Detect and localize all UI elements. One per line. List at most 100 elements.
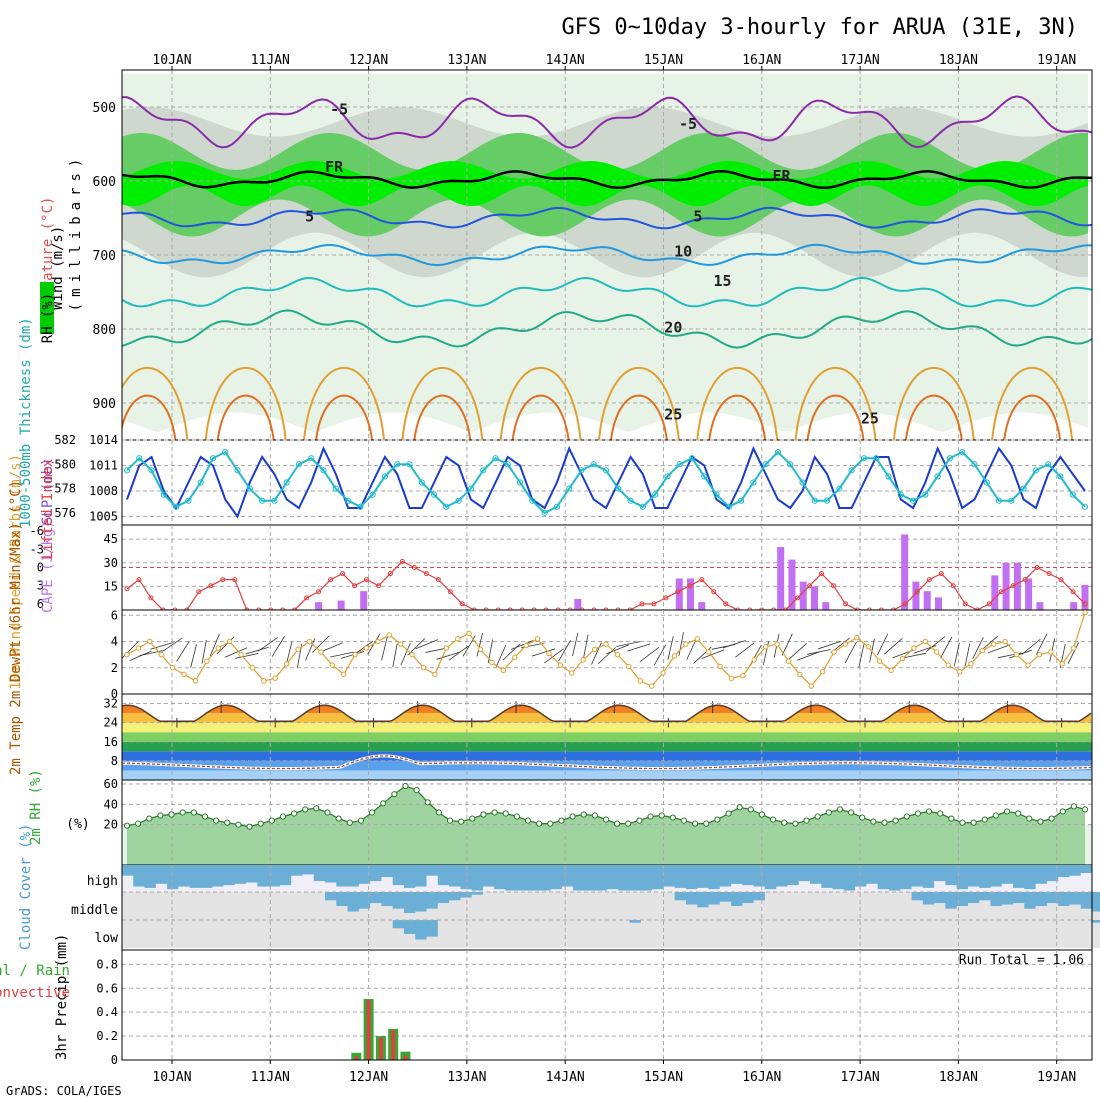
wind-speed-point [272,675,278,681]
cloud-gap [753,900,766,920]
rh-point [179,809,186,816]
cloud-gap [956,906,969,920]
isotherm-arch [696,366,779,440]
rh-point [480,811,487,818]
cloud-gap [200,887,213,892]
cloud-gap [257,892,270,920]
cloud-gap [212,886,225,892]
cloud-bar [392,865,405,886]
cloud-bar [956,892,969,906]
wind-barb [606,644,629,655]
cloud-bar [246,865,258,883]
cloud-gap [212,892,225,920]
cloud-bar [426,920,439,937]
cloud-gap [1013,887,1025,892]
cape-bar [574,598,582,610]
precip-tick-label: 0.6 [96,981,118,995]
top-date-label: 14JAN [546,53,585,68]
top-date-label: 13JAN [447,53,486,68]
rh-point [658,812,665,819]
rh-point [625,820,632,827]
cloud-bar [798,865,811,882]
wind-speed-point [352,651,358,658]
isotherm-arch-inner [511,394,570,440]
pressure-tick-label: 900 [93,397,116,412]
rh-point [669,814,676,821]
top-date-labels: 10JAN 11JAN 12JAN 13JAN 14JAN 15JAN 16JAN 17JAN… [152,53,1076,70]
thickness-point [959,449,966,456]
cloud-gap [189,887,202,892]
precip-conv-bar [354,1056,359,1060]
cloud-bar [336,892,349,906]
rh-point [335,815,342,822]
cloud-bar [505,865,518,891]
cloud-gap [1046,881,1059,892]
rh-point [402,782,409,790]
cloud-gap [392,885,405,892]
precip-total-legend: Total / Rain [0,963,70,979]
cloud-bar [967,865,980,887]
cloud-bar [855,865,867,887]
slp-thickness-panel: 576 578 580 582 1005 1008 1011 1014 1000-500mb … [18,317,1093,528]
rh-point [992,812,999,819]
wind-speed-point [569,670,575,676]
cloud-gap [426,908,439,920]
thickness-point [615,485,622,492]
cloud-bar [607,865,619,890]
li-point [914,589,920,595]
li-point [1034,565,1040,570]
wind-ylabel: 10m Wind Speed & Barbs (m/s) [8,454,24,690]
wind-barb [176,640,190,662]
rh-point [558,817,565,824]
upper-air-ylabel-rh: RH (%) [40,293,56,344]
wind-barb [639,647,660,663]
cloud-gap [302,920,315,948]
cloud-gap [268,886,281,892]
li-point [148,595,154,601]
rh-point [1048,815,1055,822]
cloud-gap [888,892,901,920]
cloud-gap [189,892,202,920]
thickness-point [946,455,953,462]
thickness-point [750,479,757,486]
cloud-bar [528,865,540,891]
wind-speed-point [124,651,130,658]
cape-bars [315,534,1089,610]
cloud-bar [1080,892,1093,909]
cloud-gap [685,889,698,892]
thickness-point [553,503,560,510]
rh-point [268,817,275,824]
li-point [843,601,848,607]
wind-speed-line [124,609,1088,689]
rh-point [1059,808,1066,815]
cloud-gap [449,920,461,948]
isotherm-line [122,206,1092,230]
precip-ticks: 0 0.2 0.4 0.6 0.8 [96,957,118,1067]
rh-point [937,810,944,817]
wind-speed-point [1082,609,1088,616]
wind-barb [162,637,183,652]
wind-speed-point [1059,661,1065,667]
wind-speed-point [158,651,164,658]
bottom-date-label: 13JAN [447,1070,486,1085]
cloud-gap [505,920,518,948]
wind-barb [858,644,865,668]
bottom-date-label: 16JAN [742,1070,781,1085]
cloud-bar [832,865,845,890]
cloud-gap [1080,920,1093,948]
cloud-bar [731,865,743,884]
isotherm-arch [794,366,877,440]
cloud-bar [392,920,405,929]
thickness-point [995,497,1003,504]
rh-point [279,813,287,820]
cloud-gap [798,892,811,920]
rh-point [591,812,598,819]
rh-point [213,817,220,824]
top-date-label: 18JAN [939,53,978,68]
wind-ticks: 0 2 4 6 [111,608,118,701]
cape-bar [1081,584,1089,610]
wind-barb [807,649,831,655]
wind-speed-point [261,678,267,684]
cloud-bar [742,892,755,904]
